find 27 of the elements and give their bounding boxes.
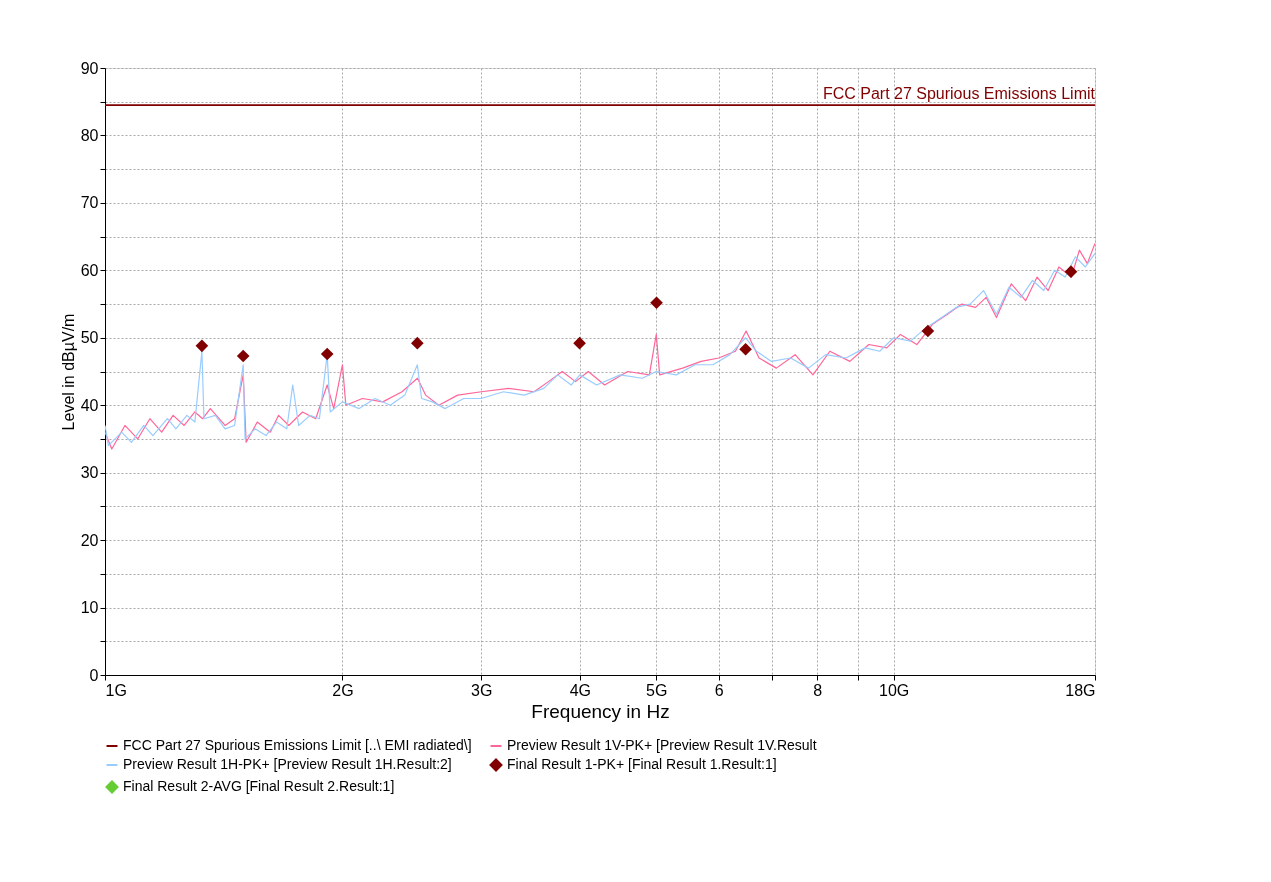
y-tick-label: 40 xyxy=(80,396,99,414)
y-tick-label: 60 xyxy=(80,261,99,279)
x-axis-title: Frequency in Hz xyxy=(531,700,670,722)
legend-label: Final Result 2-AVG [Final Result 2.Result:1] xyxy=(123,778,395,794)
legend-label: Preview Result 1H-PK+ [Preview Result 1H.Result:2] xyxy=(123,756,452,772)
y-tick-label: 20 xyxy=(80,531,99,549)
x-tick-label: 6 xyxy=(714,681,724,699)
x-tick-label: 1G xyxy=(105,681,127,699)
legend-label: Final Result 1-PK+ [Final Result 1.Result:1] xyxy=(507,756,777,772)
y-tick-label: 10 xyxy=(80,599,99,617)
y-tick-label: 50 xyxy=(80,329,99,347)
x-tick-label: 3G xyxy=(471,681,493,699)
y-tick-label: 80 xyxy=(80,126,99,144)
x-tick-label: 5G xyxy=(646,681,668,699)
y-tick-label: 30 xyxy=(80,464,99,482)
x-tick-label: 4G xyxy=(569,681,591,699)
y-tick-label: 70 xyxy=(80,194,99,212)
legend-label: FCC Part 27 Spurious Emissions Limit [..\ EMI radiated\] xyxy=(123,737,472,753)
x-tick-label: 8 xyxy=(813,681,823,699)
y-tick-label: 90 xyxy=(80,59,99,77)
x-tick-label: 2G xyxy=(332,681,354,699)
y-tick-label: 0 xyxy=(89,666,99,684)
x-tick-label: 10G xyxy=(879,681,910,699)
y-axis-title: Level in dBµV/m xyxy=(59,313,77,431)
x-tick-label: 18G xyxy=(1065,681,1096,699)
annotation: FCC Part 27 Spurious Emissions Limit xyxy=(822,85,1096,103)
legend-label: Preview Result 1V-PK+ [Preview Result 1V.Result xyxy=(507,737,817,753)
